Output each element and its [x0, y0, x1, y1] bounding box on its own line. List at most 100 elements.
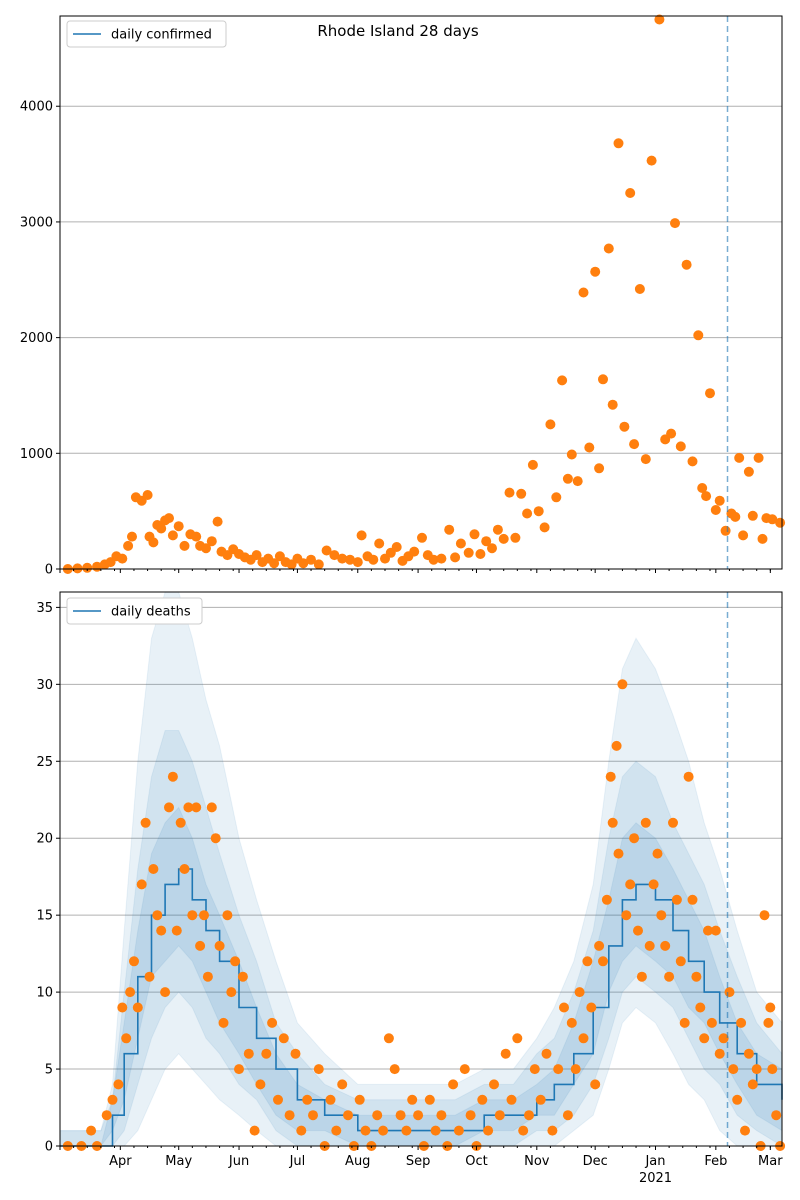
confirmed-data-point: [634, 284, 645, 294]
confirmed-data-point: [356, 530, 367, 541]
confirmed-data-point: [738, 530, 749, 541]
deaths-data-point: [582, 956, 593, 967]
confirmed-data-point: [522, 508, 533, 519]
deaths-data-point: [183, 802, 194, 813]
deaths-data-point: [590, 1079, 601, 1090]
confirmed-data-point: [455, 538, 466, 549]
confirmed-data-point: [701, 491, 712, 502]
confirmed-legend: daily confirmed: [66, 20, 227, 48]
deaths-data-point: [144, 971, 155, 982]
deaths-data-point: [160, 987, 171, 998]
deaths-data-point: [710, 925, 721, 936]
confirmed-data-point: [72, 563, 83, 574]
confirmed-data-point: [409, 546, 420, 557]
deaths-data-point: [494, 1110, 505, 1121]
deaths-data-point: [570, 1064, 581, 1075]
confirmed-data-point: [584, 442, 595, 453]
deaths-data-point: [763, 1017, 774, 1028]
confirmed-data-point: [191, 531, 202, 542]
deaths-data-point: [195, 940, 206, 951]
deaths-data-point: [489, 1079, 499, 1090]
confirmed-data-point: [251, 550, 262, 561]
deaths-data-point: [354, 1094, 365, 1105]
confirmed-data-point: [352, 557, 363, 568]
x-tick-label: Jun: [228, 1154, 249, 1169]
confirmed-data-point: [562, 473, 573, 484]
deaths-data-point: [559, 1002, 569, 1013]
deaths-data-point: [483, 1125, 494, 1136]
deaths-data-point: [453, 1125, 464, 1136]
deaths-data-point: [714, 1048, 725, 1059]
deaths-data-point: [578, 1033, 589, 1044]
confirmed-data-point: [757, 533, 768, 544]
deaths-data-point: [771, 1110, 782, 1121]
deaths-data-point: [691, 971, 702, 982]
confirmed-data-point: [646, 155, 657, 166]
deaths-data-point: [644, 940, 655, 951]
deaths-data-point: [541, 1048, 552, 1059]
deaths-data-point: [703, 925, 713, 936]
confirmed-data-point: [551, 492, 562, 503]
confirmed-y-tick-label: 4000: [20, 100, 53, 115]
deaths-data-point: [113, 1079, 124, 1090]
confirmed-data-point: [444, 524, 455, 535]
confirmed-legend-box: [66, 20, 227, 48]
deaths-data-point: [226, 987, 237, 998]
deaths-data-point: [506, 1094, 517, 1105]
deaths-data-point: [222, 910, 233, 921]
confirmed-axes-frame: [59, 15, 783, 570]
confirmed-data-point: [417, 532, 427, 543]
confirmed-data-point: [753, 452, 764, 463]
deaths-panel: 0 5 10 15 20 25 30 35 Apr May Jun Jul Aug Sep Oct Nov D…: [36, 591, 786, 1186]
deaths-data-point: [129, 956, 139, 967]
confirmed-data-point: [566, 449, 577, 460]
confirmed-points: [62, 14, 786, 574]
deaths-y-tick-label: 10: [36, 986, 53, 1001]
deaths-data-point: [261, 1048, 272, 1059]
deaths-data-point: [660, 940, 671, 951]
deaths-data-point: [218, 1017, 229, 1028]
confirmed-data-point: [391, 542, 402, 552]
confirmed-y-ticks: 0 1000 2000 3000 4000: [20, 100, 60, 578]
deaths-data-point: [724, 987, 735, 998]
confirmed-data-point: [167, 530, 178, 541]
deaths-data-point: [732, 1094, 743, 1105]
deaths-x-ticks: Apr May Jun Jul Aug Sep Oct Nov Dec Jan 2021 Feb Mar: [59, 1146, 783, 1186]
deaths-data-point: [290, 1048, 301, 1059]
confirmed-data-point: [775, 517, 786, 528]
deaths-data-point: [547, 1125, 558, 1136]
deaths-y-tick-label: 0: [45, 1140, 53, 1155]
confirmed-panel: 0 1000 2000 3000 4000 daily confirmed Rhode …: [20, 14, 786, 578]
deaths-data-point: [383, 1033, 394, 1044]
deaths-data-point: [529, 1064, 540, 1075]
deaths-data-point: [586, 1002, 597, 1013]
confirmed-data-point: [487, 543, 497, 554]
confirmed-data-point: [516, 488, 527, 499]
deaths-data-point: [202, 971, 213, 982]
deaths-data-point: [86, 1125, 97, 1136]
confirmed-data-point: [117, 553, 128, 564]
deaths-y-tick-label: 5: [45, 1063, 53, 1078]
confirmed-data-point: [629, 439, 640, 450]
deaths-data-point: [187, 910, 198, 921]
confirmed-data-point: [705, 388, 715, 399]
confirmed-data-point: [693, 330, 704, 341]
deaths-data-point: [101, 1110, 112, 1121]
deaths-data-point: [574, 987, 585, 998]
x-tick-label: Feb: [704, 1154, 727, 1169]
deaths-y-tick-label: 25: [36, 755, 53, 770]
deaths-y-tick-label: 20: [36, 832, 53, 847]
deaths-data-point: [743, 1048, 754, 1059]
deaths-data-point: [407, 1094, 418, 1105]
deaths-data-point: [230, 956, 241, 967]
deaths-data-point: [206, 802, 217, 813]
deaths-data-point: [459, 1064, 470, 1075]
confirmed-data-point: [123, 540, 134, 551]
deaths-data-point: [107, 1094, 118, 1105]
deaths-data-point: [436, 1110, 447, 1121]
deaths-data-point: [652, 848, 663, 859]
deaths-data-point: [759, 910, 770, 921]
deaths-data-point: [331, 1125, 342, 1136]
deaths-data-point: [679, 1017, 690, 1028]
confirmed-data-point: [142, 490, 153, 500]
